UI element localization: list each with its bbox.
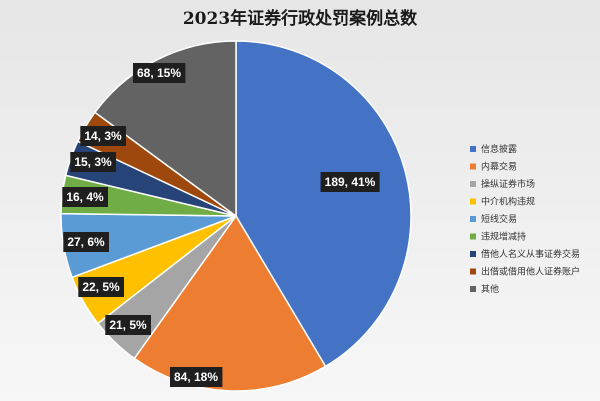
legend-swatch [470,233,476,240]
pie-slices [60,40,412,392]
legend-swatch [470,198,476,205]
legend-item-1: 信息披露 [470,143,517,155]
data-label-4: 22, 5% [78,277,124,297]
legend-item-3: 操纵证券市场 [470,178,535,190]
legend-item-5: 短线交易 [470,213,517,225]
data-label-text: 27, 6% [67,235,105,249]
pie-slice-9 [93,40,237,218]
data-label-5: 27, 6% [63,232,109,252]
legend-label: 出借或借用他人证券账户 [481,266,580,278]
pie-data-labels: 189, 41% 84, 18% 21, 5% 22, 5% 27, 6% 16, 4% 1… [62,63,380,387]
legend-label: 其他 [481,283,499,295]
legend-item-7: 借他人名义从事证券交易 [470,248,580,260]
legend-item-4: 中介机构违规 [470,196,535,208]
data-label-box [80,126,126,146]
data-label-box [133,63,186,83]
legend-label: 借他人名义从事证券交易 [481,248,580,260]
data-label-text: 84, 18% [174,370,218,384]
legend-item-6: 违规增减持 [470,231,526,243]
data-label-3: 21, 5% [105,315,151,335]
legend-swatch [470,181,476,187]
legend-label: 中介机构违规 [481,196,535,208]
data-label-text: 68, 15% [137,66,181,80]
legend-label: 信息披露 [481,143,517,155]
legend-item-2: 内幕交易 [470,161,517,173]
legend-swatch [470,268,476,275]
legend-item-8: 出借或借用他人证券账户 [470,266,580,278]
data-label-text: 189, 41% [325,175,376,189]
legend-label: 操纵证券市场 [481,178,535,190]
data-label-text: 16, 4% [66,190,104,204]
data-label-8: 14, 3% [80,126,126,146]
legend-label: 违规增减持 [481,231,526,243]
legend-label: 内幕交易 [481,161,517,173]
data-label-6: 16, 4% [62,187,108,207]
legend-item-9: 其他 [470,283,499,295]
data-label-box [70,152,116,172]
data-label-text: 22, 5% [82,280,120,294]
legend-swatch [470,163,476,170]
data-label-9: 68, 15% [133,63,186,83]
data-label-1: 189, 41% [320,172,380,192]
data-label-box [170,367,223,387]
data-label-box [105,315,151,335]
legend-swatch [470,286,476,292]
data-label-box [62,187,108,207]
chart-title: 2023年证券行政处罚案例总数 [183,8,418,29]
legend-swatch [470,251,476,257]
legend: 信息披露内幕交易操纵证券市场中介机构违规短线交易违规增减持借他人名义从事证券交易… [470,143,580,295]
data-label-text: 15, 3% [74,155,112,169]
data-label-text: 21, 5% [109,318,147,332]
pie-slice-2 [133,214,327,392]
pie-slice-1 [235,40,412,368]
data-label-box [78,277,124,297]
data-label-box [320,172,380,192]
data-label-2: 84, 18% [170,367,223,387]
legend-swatch [470,146,476,152]
data-label-text: 14, 3% [84,129,122,143]
legend-label: 短线交易 [481,213,517,225]
data-label-box [63,232,109,252]
legend-swatch [470,216,476,222]
data-label-7: 15, 3% [70,152,116,172]
